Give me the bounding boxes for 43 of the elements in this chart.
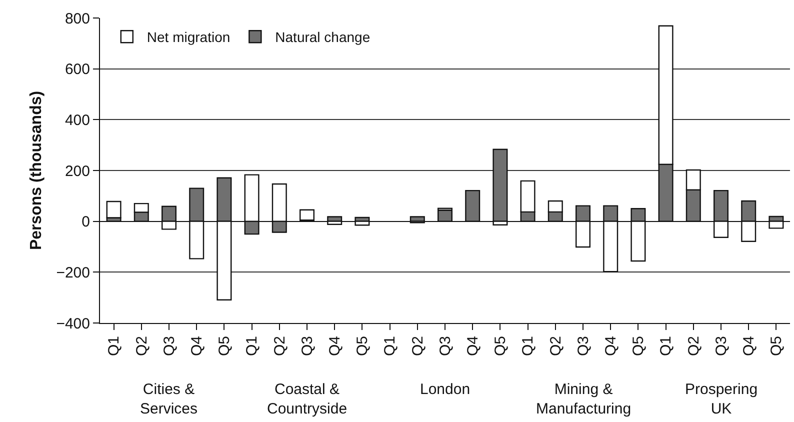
- x-tick-label: Q3: [298, 336, 316, 356]
- x-tick-label: Q1: [106, 336, 123, 356]
- y-tick-label: −200: [56, 264, 90, 282]
- x-tick-label: Q2: [685, 336, 702, 356]
- x-tick-label: Q2: [133, 336, 150, 356]
- bar: [300, 209, 314, 221]
- x-tick-label: Q5: [768, 336, 786, 356]
- y-tick-label: −400: [56, 315, 90, 332]
- x-tick-label: Q3: [436, 336, 454, 356]
- x-tick-label: Q3: [160, 336, 178, 356]
- legend-label: Natural change: [275, 29, 370, 46]
- x-tick-label: Q1: [244, 336, 261, 356]
- y-tick-label: 0: [82, 214, 90, 231]
- x-tick-label: Q1: [382, 336, 399, 356]
- x-tick-label: Q4: [188, 336, 206, 356]
- y-axis-title: Persons (thousands): [28, 90, 46, 250]
- y-tick-label: 600: [64, 61, 90, 78]
- legend-label: Net migration: [146, 29, 230, 46]
- x-tick-label: Q4: [464, 336, 482, 356]
- x-tick-label: Q4: [740, 336, 758, 356]
- x-tick-label: Q5: [354, 336, 372, 356]
- x-tick-label: Q3: [712, 336, 730, 356]
- x-tick-label: Q5: [216, 336, 234, 356]
- x-tick-label: Q5: [492, 336, 510, 356]
- x-tick-label: Q2: [271, 336, 288, 356]
- x-tick-label: Q1: [658, 336, 675, 356]
- x-tick-label: Q2: [409, 336, 426, 356]
- y-tick-label: 200: [64, 162, 90, 180]
- text: Mining & Manufacturing: [536, 381, 632, 418]
- y-tick-label: 400: [64, 112, 90, 129]
- x-tick-label: Q1: [520, 336, 537, 356]
- x-tick-label: Q5: [630, 336, 648, 356]
- x-tick-label: Q4: [326, 336, 344, 356]
- x-tick-label: Q2: [547, 336, 564, 356]
- text: Coastal & Countryside: [267, 381, 348, 418]
- bar: [106, 200, 122, 218]
- bar: [492, 148, 508, 222]
- x-tick-label: Q3: [574, 336, 592, 356]
- text: Cities & Services: [140, 381, 198, 418]
- text: Prospering UK: [685, 381, 758, 418]
- y-tick-label: 800: [64, 10, 90, 28]
- text: London: [420, 381, 470, 398]
- x-tick-label: Q4: [602, 336, 620, 356]
